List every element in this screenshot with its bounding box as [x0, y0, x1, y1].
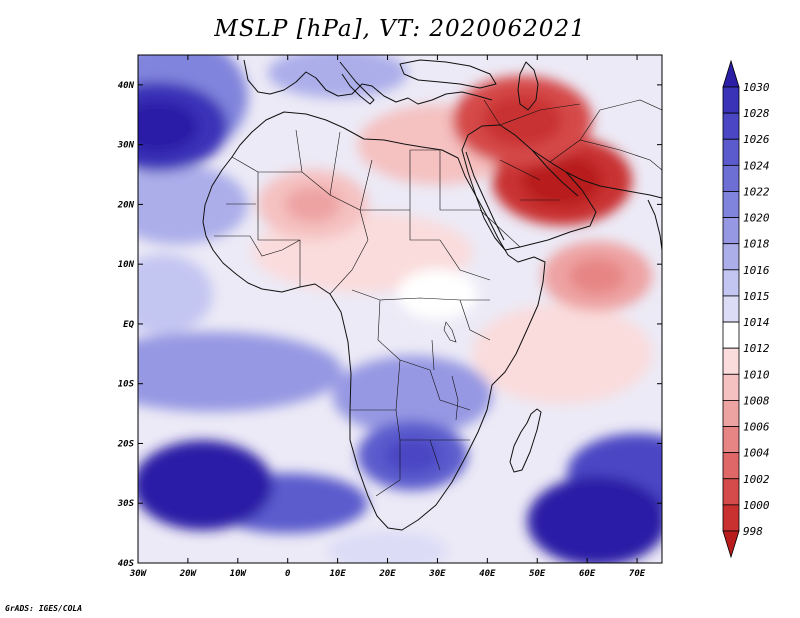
colorbar-label: 1006 [743, 421, 770, 434]
colorbar-top-arrow [722, 59, 740, 88]
lon-label: 10E [329, 569, 346, 579]
arabia-coastline [461, 124, 597, 251]
border-lines [214, 99, 662, 497]
lon-label: 30W [129, 569, 148, 579]
pressure-core-5 [482, 94, 563, 147]
colorbar-box [722, 217, 740, 245]
colorbar-box [722, 347, 740, 375]
colorbar: 1030 1028 1026 1024 1022 1020 1018 1016 1015 1014… [722, 59, 770, 559]
colorbar-label: 1004 [743, 447, 770, 460]
lat-label: 30N [117, 141, 135, 151]
field-region-6 [327, 531, 448, 563]
map-frame [137, 54, 663, 564]
lon-label: 20E [378, 569, 396, 579]
lat-label: 10N [118, 260, 135, 270]
coastlines [202, 59, 662, 531]
lon-label: 30E [428, 569, 446, 579]
field-region-10 [397, 269, 478, 320]
colorbar-box [722, 426, 740, 454]
colorbar-label: 1020 [743, 212, 770, 225]
colorbar-box [722, 452, 740, 480]
colorbar-label: 1000 [743, 499, 770, 512]
colorbar-label: 1022 [743, 185, 770, 198]
colorbar-box [722, 138, 740, 166]
colorbar-label: 1018 [743, 238, 770, 251]
lakes [431, 321, 459, 421]
lon-label: 0 [285, 569, 291, 579]
colorbar-label: 1010 [743, 368, 770, 381]
lat-label: 20N [117, 200, 135, 210]
lat-label: 20S [117, 439, 135, 449]
colorbar-box [722, 269, 740, 297]
caspian-coastline [517, 61, 539, 111]
pressure-core-4 [522, 154, 603, 207]
colorbar-label: 1024 [743, 159, 770, 172]
field-region-3 [138, 331, 343, 412]
field-region-2 [138, 254, 213, 335]
colorbar-label: 1016 [743, 264, 770, 277]
lon-label: 40E [479, 569, 496, 579]
india-coastline [647, 199, 662, 251]
madagascar-coastline [509, 408, 542, 473]
colorbar-box [722, 191, 740, 218]
colorbar-box [722, 400, 740, 427]
italy-coastline [339, 61, 375, 105]
lon-label: 60E [579, 569, 596, 579]
colorbar-label: 1008 [743, 394, 770, 407]
pressure-core-7 [569, 258, 626, 295]
colorbar-box [722, 243, 740, 271]
pressure-core-3 [384, 437, 441, 474]
colorbar-box [722, 373, 740, 401]
grads-credit: GrADS: IGES/COLA [5, 604, 83, 613]
field-region-11 [267, 55, 408, 98]
pressure-core-0 [138, 100, 198, 153]
field-region-7 [472, 303, 653, 404]
black-sea-coastline [399, 59, 497, 89]
colorbar-label: 1030 [743, 81, 770, 94]
lon-label: 20W [179, 569, 198, 579]
persian-gulf-coastline [531, 149, 662, 199]
colorbar-box [722, 164, 740, 192]
africa-coastline [202, 111, 546, 531]
lon-label: 50E [529, 569, 546, 579]
lon-label: 70E [629, 569, 646, 579]
field-region-4 [332, 355, 493, 436]
lat-label: EQ [123, 320, 134, 330]
colorbar-box [722, 478, 740, 506]
pressure-core-1 [162, 459, 243, 512]
colorbar-label: 1026 [743, 133, 770, 146]
lat-label: 40N [118, 81, 135, 91]
colorbar-label: 1015 [743, 290, 770, 303]
colorbar-box [722, 86, 740, 114]
colorbar-label: 998 [743, 525, 763, 538]
colorbar-bottom-arrow [722, 530, 740, 559]
colorbar-box [722, 295, 740, 323]
map-title: MSLP [hPa], VT: 2020062021 [214, 16, 586, 42]
lat-label: 30S [117, 499, 135, 509]
colorbar-box [722, 112, 740, 140]
colorbar-box [722, 321, 740, 349]
colorbar-label: 1028 [743, 107, 770, 120]
lat-label: 40S [118, 559, 135, 569]
lon-label: 10W [230, 569, 248, 579]
europe-coastline [243, 59, 493, 105]
colorbar-label: 1002 [743, 473, 770, 486]
pressure-field-map [137, 54, 663, 564]
field-region-1 [138, 164, 248, 245]
lat-label: 10S [118, 380, 135, 390]
pressure-core-6 [284, 186, 341, 223]
red-sea-coastline [465, 151, 505, 241]
colorbar-label: 1014 [743, 316, 770, 329]
colorbar-label: 1012 [743, 342, 770, 355]
country-borders [214, 99, 662, 497]
pressure-core-2 [557, 495, 638, 548]
colorbar-box [722, 504, 740, 532]
